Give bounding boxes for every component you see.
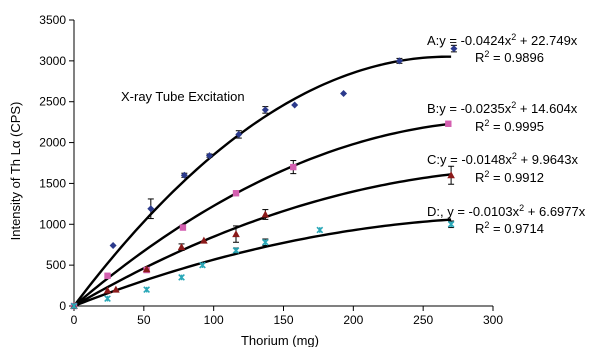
point-c: [112, 285, 120, 293]
point-b: [104, 272, 111, 279]
x-axis-label: Thorium (mg): [241, 333, 319, 347]
point-c: [200, 236, 208, 244]
equation-c: C:y = -0.0148x2 + 9.9643x: [427, 151, 578, 167]
y-tick-label: 1000: [39, 217, 66, 231]
x-tick-label: 150: [273, 313, 293, 327]
point-a: [291, 101, 299, 109]
point-a: [261, 106, 269, 114]
x-tick-label: 50: [137, 313, 151, 327]
y-tick-label: 2000: [39, 136, 66, 150]
point-a: [109, 242, 117, 250]
point-d: [232, 247, 240, 254]
point-d: [178, 274, 185, 281]
chart-annotation: X-ray Tube Excitation: [121, 89, 245, 104]
point-a: [205, 152, 213, 160]
y-tick-label: 3500: [39, 13, 66, 27]
point-c: [177, 243, 186, 251]
r2-d: R2 = 0.9714: [475, 220, 544, 236]
x-tick-label: 200: [343, 313, 363, 327]
y-tick-label: 2500: [39, 95, 66, 109]
equation-b: B:y = -0.0235x2 + 14.604x: [427, 100, 578, 116]
point-a: [147, 205, 155, 213]
x-tick-label: 100: [204, 313, 224, 327]
point-a: [450, 45, 458, 53]
point-b: [232, 190, 240, 197]
point-b: [290, 163, 297, 171]
equation-d: D:, y = -0.0103x2 + 6.6977x: [427, 203, 586, 219]
point-c: [261, 210, 270, 218]
r2-b: R2 = 0.9995: [475, 118, 544, 134]
x-tick-label: 250: [413, 313, 433, 327]
equation-group-a: A:y = -0.0424x2 + 22.749x R2 = 0.9896: [427, 32, 578, 65]
y-tick-label: 1500: [39, 176, 66, 190]
point-a: [180, 171, 188, 179]
y-tick-label: 3000: [39, 54, 66, 68]
point-a: [340, 90, 348, 98]
fit-curve-a: [73, 55, 452, 307]
fit-curve-d: [73, 218, 452, 308]
fit-curve-c: [73, 173, 452, 308]
y-tick-label: 0: [59, 299, 66, 313]
point-c: [232, 230, 240, 238]
point-c: [103, 286, 112, 294]
point-d: [199, 261, 206, 269]
x-tick-label: 0: [71, 313, 78, 327]
point-d: [261, 238, 269, 246]
point-b: [179, 224, 187, 231]
point-b: [445, 120, 452, 127]
fit-curve-b: [73, 122, 452, 307]
x-tick-label: 300: [483, 313, 503, 327]
point-c: [447, 171, 455, 179]
equation-group-b: B:y = -0.0235x2 + 14.604x R2 = 0.9995: [427, 100, 578, 134]
equation-group-d: D:, y = -0.0103x2 + 6.6977x R2 = 0.9714: [427, 203, 586, 236]
r2-c: R2 = 0.9912: [475, 169, 544, 185]
fit-curves: [73, 55, 452, 308]
point-a: [235, 130, 243, 138]
equation-a: A:y = -0.0424x2 + 22.749x: [427, 32, 578, 48]
data-marks: [70, 44, 458, 310]
axes: 0 50 100 150 200 250 3000500100015002000250030…: [39, 13, 503, 327]
point-c: [142, 265, 151, 273]
point-d: [447, 220, 455, 228]
point-d: [70, 302, 78, 310]
y-tick-label: 500: [46, 258, 66, 272]
y-axis-label: Intensity of Th Lα (CPS): [8, 102, 23, 241]
r2-a: R2 = 0.9896: [475, 49, 544, 65]
point-d: [104, 295, 111, 303]
point-d: [143, 286, 150, 294]
point-d: [316, 226, 324, 234]
point-a: [395, 57, 403, 65]
equation-group-c: C:y = -0.0148x2 + 9.9643x R2 = 0.9912: [427, 151, 578, 185]
